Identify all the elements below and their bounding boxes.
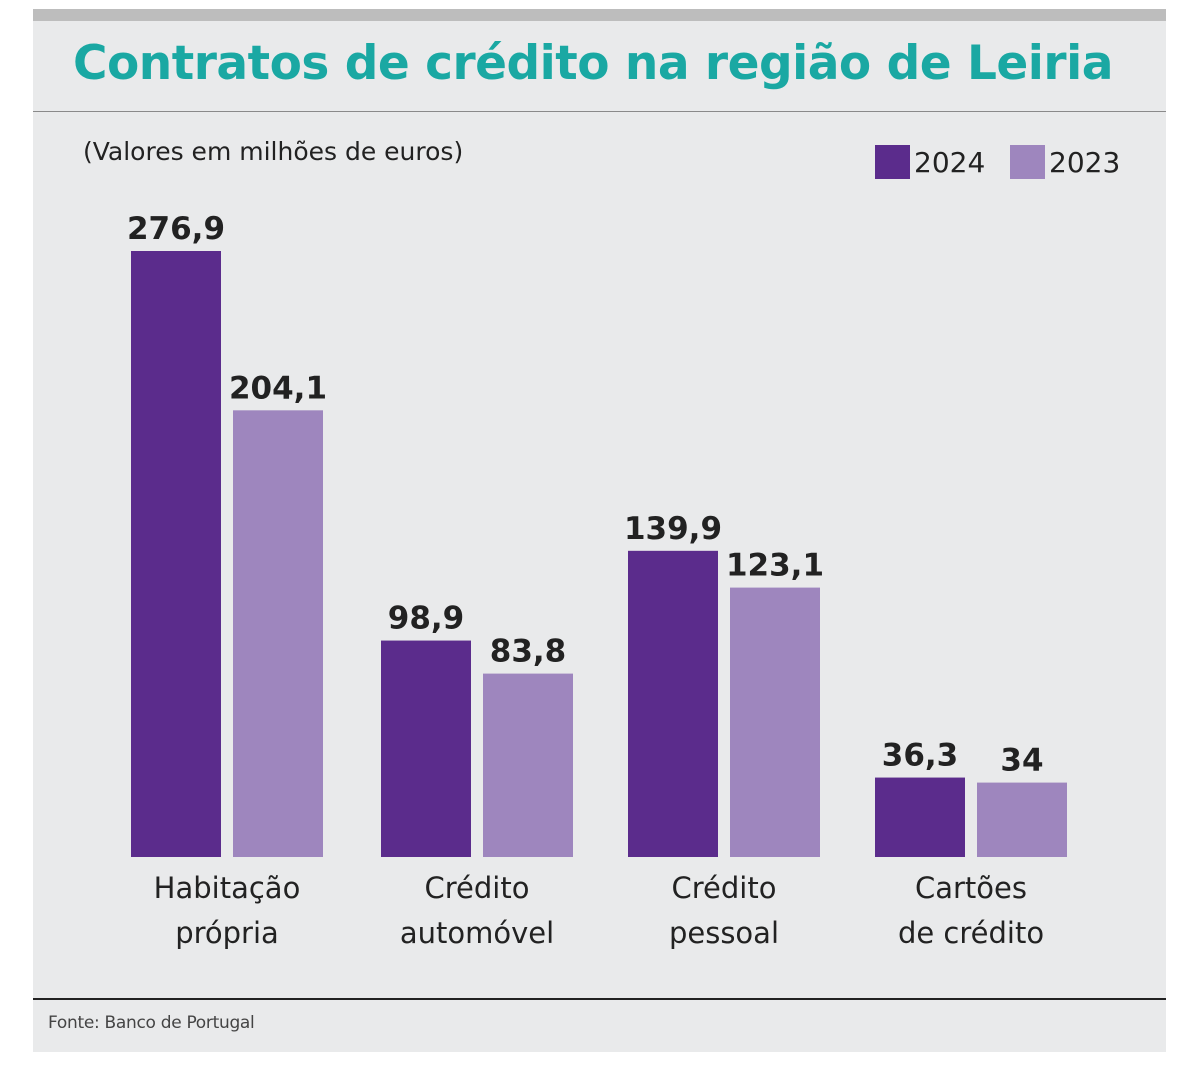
category-label-0-line-1: própria (175, 916, 279, 950)
bar-2023-2 (730, 587, 820, 857)
category-label-2-line-1: pessoal (669, 916, 779, 950)
data-label-2024-0: 276,9 (127, 211, 225, 247)
bar-2024-2 (628, 550, 718, 857)
category-label-3-line-0: Cartões (915, 871, 1027, 905)
chart-title: Contratos de crédito na região de Leiria (73, 36, 1113, 91)
bar-2023-1 (483, 673, 573, 857)
top-strip (33, 9, 1166, 21)
bar-2023-3 (977, 782, 1067, 857)
data-label-2023-2: 123,1 (726, 548, 824, 584)
footer-divider (33, 998, 1166, 1000)
category-label-0-line-0: Habitação (154, 871, 301, 905)
chart-card: Contratos de crédito na região de Leiria… (33, 9, 1166, 1052)
bar-2024-1 (381, 640, 471, 857)
chart-subtitle: (Valores em milhões de euros) (83, 137, 464, 166)
bar-chart: 276,9 204,1 Habitação própria 98,9 83,8 Crédit… (127, 211, 1067, 950)
bar-2024-3 (875, 777, 965, 857)
data-label-2024-2: 139,9 (624, 511, 722, 547)
category-label-3-line-1: de crédito (898, 916, 1044, 950)
data-label-2024-1: 98,9 (388, 601, 465, 637)
category-label-1-line-1: automóvel (400, 916, 554, 950)
legend-swatch-2023 (1010, 145, 1045, 179)
legend-swatch-2024 (875, 145, 910, 179)
data-label-2024-3: 36,3 (882, 738, 959, 774)
data-label-2023-1: 83,8 (490, 634, 567, 670)
data-label-2023-0: 204,1 (229, 370, 327, 406)
bar-2024-0 (131, 251, 221, 857)
legend-label-2023: 2023 (1049, 146, 1121, 179)
data-label-2023-3: 34 (1000, 743, 1043, 779)
bar-2023-0 (233, 410, 323, 857)
category-label-1-line-0: Crédito (425, 871, 530, 905)
category-label-2-line-0: Crédito (672, 871, 777, 905)
source-note: Fonte: Banco de Portugal (48, 1013, 255, 1033)
legend-label-2024: 2024 (914, 146, 986, 179)
title-divider (33, 111, 1166, 112)
